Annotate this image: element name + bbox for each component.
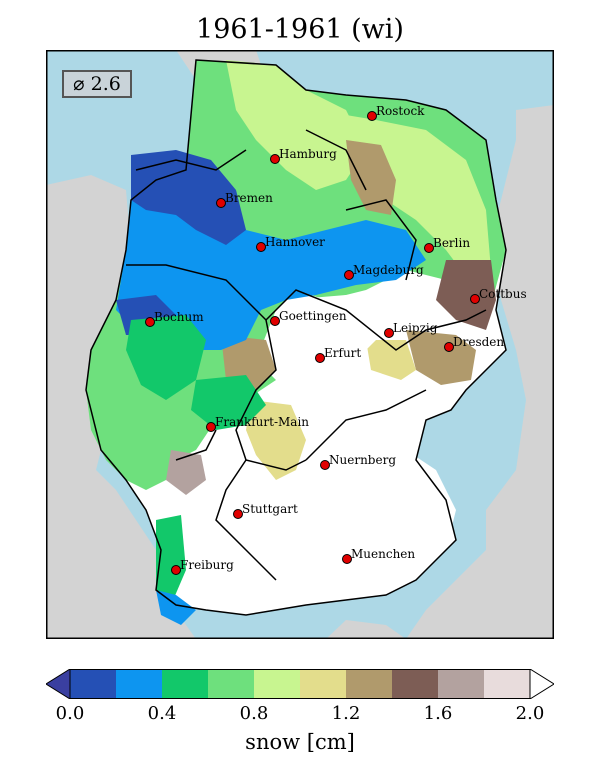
colorbar-segment xyxy=(484,669,530,699)
average-value: 2.6 xyxy=(90,73,121,95)
colorbar-over-arrow xyxy=(529,669,554,699)
city-dresden: Dresden xyxy=(444,335,504,352)
city-marker xyxy=(320,460,330,470)
city-stuttgart: Stuttgart xyxy=(233,502,298,519)
map-canvas xyxy=(46,50,554,639)
city-rostock: Rostock xyxy=(367,104,425,121)
colorbar-segment xyxy=(438,669,484,699)
city-hamburg: Hamburg xyxy=(270,147,337,164)
city-berlin: Berlin xyxy=(424,236,470,253)
colorbar-tick: 0.8 xyxy=(239,703,269,724)
state-borders xyxy=(126,129,487,581)
city-leipzig: Leipzig xyxy=(384,321,438,338)
city-label: Nuernberg xyxy=(329,453,396,467)
city-label: Leipzig xyxy=(393,321,438,335)
city-label: Goettingen xyxy=(279,309,347,323)
colorbar-tick: 0.0 xyxy=(55,703,85,724)
city-marker xyxy=(270,154,280,164)
city-label: Frankfurt-Main xyxy=(215,415,309,429)
land-west xyxy=(46,175,131,380)
city-marker xyxy=(424,243,434,253)
city-label: Bremen xyxy=(225,191,273,205)
city-muenchen: Muenchen xyxy=(342,547,415,564)
city-label: Berlin xyxy=(433,236,470,250)
city-nuernberg: Nuernberg xyxy=(320,453,396,470)
colorbar-segment xyxy=(254,669,300,699)
band-1-4-saxony xyxy=(406,330,476,385)
city-marker xyxy=(145,317,155,327)
band-0-2-northwest xyxy=(131,150,246,245)
city-marker xyxy=(256,242,266,252)
band-2-0-thuringia xyxy=(286,295,386,390)
colorbar-outline xyxy=(69,669,531,699)
city-label: Stuttgart xyxy=(242,502,298,516)
colorbar-tick: 0.4 xyxy=(147,703,177,724)
city-label: Rostock xyxy=(376,104,425,118)
colorbar-segment xyxy=(300,669,346,699)
band-1-2-hesse xyxy=(246,400,306,480)
colorbar-segment xyxy=(70,669,116,699)
city-label: Erfurt xyxy=(324,346,361,360)
band-2-0-bavaria xyxy=(256,450,456,600)
map-title: 1961-1961 (wi) xyxy=(196,14,404,45)
colorbar-tick: 2.0 xyxy=(515,703,545,724)
band-1-2-leipzig xyxy=(366,340,416,380)
city-marker xyxy=(270,316,280,326)
city-frankfurt-main: Frankfurt-Main xyxy=(206,415,309,432)
city-marker xyxy=(367,111,377,121)
colorbar-segment xyxy=(116,669,162,699)
colorbar-label: snow [cm] xyxy=(245,730,355,754)
average-box: ⌀ 2.6 xyxy=(62,70,132,98)
colorbar-segment xyxy=(208,669,254,699)
colorbar-under-arrow xyxy=(46,669,71,699)
colorbar-tick: 1.2 xyxy=(331,703,361,724)
city-label: Bochum xyxy=(154,310,204,324)
band-1-4-mecklenburg xyxy=(346,140,396,215)
city-label: Cottbus xyxy=(479,287,527,301)
city-label: Magdeburg xyxy=(353,263,424,277)
city-goettingen: Goettingen xyxy=(270,309,347,326)
city-label: Hannover xyxy=(265,235,325,249)
colorbar xyxy=(46,669,554,699)
city-marker xyxy=(342,554,352,564)
land-south xyxy=(326,620,406,639)
band-0-6-upperrhine xyxy=(156,515,186,605)
average-symbol: ⌀ xyxy=(73,73,85,95)
city-freiburg: Freiburg xyxy=(171,558,234,575)
band-2-0-blackforest xyxy=(176,520,236,570)
band-1-8-pfalz xyxy=(166,450,206,495)
colorbar-tick: 1.6 xyxy=(423,703,453,724)
band-0-6-rhine xyxy=(191,375,266,430)
country-border xyxy=(85,59,507,616)
city-bremen: Bremen xyxy=(216,191,273,208)
map-frame-border xyxy=(46,50,554,639)
city-marker xyxy=(444,342,454,352)
band-0-4-southwest xyxy=(156,590,196,625)
colorbar-segment xyxy=(392,669,438,699)
city-label: Freiburg xyxy=(180,558,234,572)
city-magdeburg: Magdeburg xyxy=(344,263,424,280)
band-1-0-north xyxy=(226,60,366,190)
city-marker xyxy=(206,422,216,432)
colorbar-segment xyxy=(162,669,208,699)
city-marker xyxy=(233,509,243,519)
city-label: Muenchen xyxy=(351,547,415,561)
city-marker xyxy=(171,565,181,575)
city-erfurt: Erfurt xyxy=(315,346,361,363)
city-marker xyxy=(384,328,394,338)
land-east xyxy=(406,105,554,639)
city-marker xyxy=(315,353,325,363)
city-marker xyxy=(344,270,354,280)
band-0-6-ruhr xyxy=(126,315,206,400)
city-bochum: Bochum xyxy=(145,310,204,327)
city-marker xyxy=(216,198,226,208)
city-marker xyxy=(470,294,480,304)
colorbar-segment xyxy=(346,669,392,699)
city-label: Hamburg xyxy=(279,147,337,161)
city-label: Dresden xyxy=(453,335,504,349)
city-hannover: Hannover xyxy=(256,235,325,252)
city-cottbus: Cottbus xyxy=(470,287,527,304)
snow-map: Rostock Hamburg Bremen Berlin Hannover M… xyxy=(46,50,554,639)
city-layer: Rostock Hamburg Bremen Berlin Hannover M… xyxy=(46,50,554,639)
